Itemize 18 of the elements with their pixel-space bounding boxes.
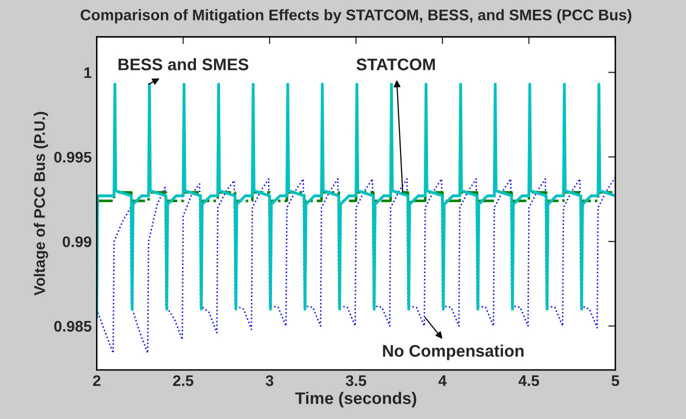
x-tick-label: 3 [266,375,274,386]
line-series [96,82,616,319]
x-tick-label: 2 [93,375,100,386]
x-tick-label: 5 [612,375,620,386]
y-tick-label: 0.985 [54,320,92,332]
y-axis-title: Voltage of PCC Bus (P.U.) [34,112,48,296]
annotation: BESS and SMES [118,58,248,70]
y-tick-label: 0.99 [62,236,92,248]
x-axis-title: Time (seconds) [295,392,416,408]
x-tick-label: 4.5 [518,375,540,386]
x-tick-label: 3.5 [346,375,366,386]
x-tick-label: 4 [438,375,447,386]
annotation: STATCOM [356,58,435,70]
chart-title: Comparison of Mitigation Effects by STATCOM, BESS, and SMES (PCC Bus) [80,9,632,24]
y-tick-label: 0.995 [54,152,92,163]
y-tick-label: 1 [84,67,92,78]
x-tick-label: 2.5 [173,375,194,386]
annotation: No Compensation [383,344,524,360]
